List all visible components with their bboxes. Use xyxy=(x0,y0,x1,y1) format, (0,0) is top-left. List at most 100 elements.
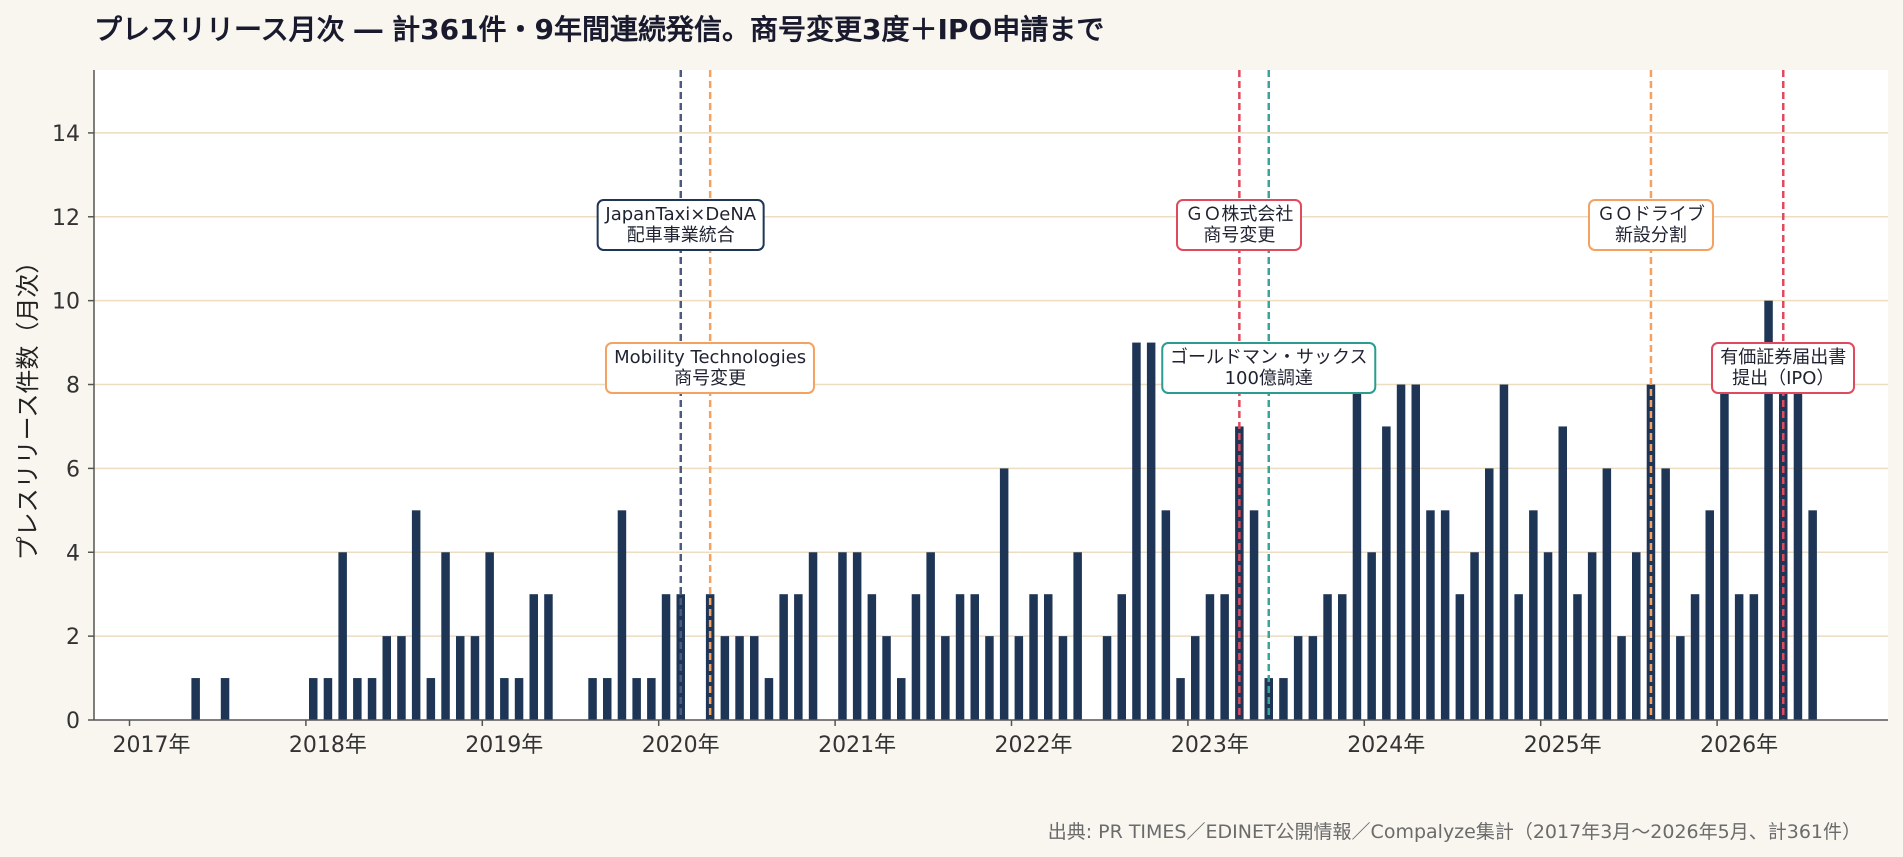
bar xyxy=(1514,594,1523,720)
bar xyxy=(1249,510,1259,720)
bar xyxy=(1146,342,1156,720)
bar xyxy=(1220,594,1229,720)
y-tick-label: 10 xyxy=(52,290,80,315)
bar xyxy=(808,552,818,720)
bar xyxy=(1705,510,1714,720)
bar xyxy=(367,678,377,720)
bar xyxy=(1558,426,1567,720)
bar xyxy=(720,636,730,720)
bar xyxy=(397,636,406,720)
bar xyxy=(529,594,538,720)
bar xyxy=(588,678,597,720)
bar xyxy=(1617,636,1626,720)
bar xyxy=(1073,552,1082,720)
event-annotation: 有価証券届出書 提出（IPO） xyxy=(1711,341,1856,394)
bar xyxy=(1308,636,1318,720)
bar xyxy=(1485,468,1494,720)
y-tick-label: 0 xyxy=(66,709,80,734)
event-annotation-line: 提出（IPO） xyxy=(1732,367,1835,389)
event-annotation-line: 有価証券届出書 xyxy=(1720,346,1847,368)
bar xyxy=(1293,636,1303,720)
bar xyxy=(1279,678,1288,720)
bar xyxy=(1529,510,1538,720)
event-annotation-line: ゴールドマン・サックス xyxy=(1170,346,1368,368)
bar xyxy=(1102,636,1112,720)
event-annotation-line: ＧＯ株式会社 xyxy=(1185,204,1294,226)
bar xyxy=(411,510,421,720)
bar xyxy=(485,552,494,720)
bar xyxy=(220,678,230,720)
event-annotation-line: 100億調達 xyxy=(1224,367,1313,389)
bar xyxy=(1029,594,1038,720)
y-tick-label: 4 xyxy=(66,541,80,566)
x-tick-label: 2020年 xyxy=(642,733,720,758)
event-annotation-line: 商号変更 xyxy=(1203,225,1276,247)
bar xyxy=(1352,342,1362,720)
bar xyxy=(661,594,671,720)
bar xyxy=(1779,384,1788,720)
bar xyxy=(926,552,935,720)
bar xyxy=(1690,594,1700,720)
bar xyxy=(1793,384,1803,720)
chart-title: プレスリリース月次 ― 計361件・9年間連続発信。商号変更3度＋IPO申請まで xyxy=(94,13,1105,46)
bar xyxy=(1058,636,1068,720)
bar xyxy=(794,594,803,720)
bar xyxy=(1176,678,1185,720)
y-tick-label: 2 xyxy=(66,625,80,650)
x-tick-label: 2022年 xyxy=(995,733,1073,758)
bar xyxy=(897,678,906,720)
x-tick-label: 2024年 xyxy=(1347,733,1425,758)
bar xyxy=(1205,594,1215,720)
bar xyxy=(867,594,877,720)
bar xyxy=(1235,426,1244,720)
bar xyxy=(1426,510,1435,720)
x-tick-label: 2021年 xyxy=(818,733,896,758)
x-tick-label: 2026年 xyxy=(1700,733,1778,758)
bar xyxy=(1161,510,1171,720)
bar xyxy=(1440,510,1450,720)
bar xyxy=(1764,300,1773,720)
bar xyxy=(1543,552,1553,720)
bar xyxy=(309,678,318,720)
bar xyxy=(764,678,774,720)
event-annotation: ＧＯ株式会社 商号変更 xyxy=(1176,199,1303,252)
bar xyxy=(1411,384,1420,720)
bar xyxy=(750,636,759,720)
bar xyxy=(647,678,656,720)
bar xyxy=(852,552,862,720)
y-tick-label: 8 xyxy=(66,374,80,399)
bar xyxy=(514,678,524,720)
x-tick-label: 2025年 xyxy=(1524,733,1602,758)
bar xyxy=(1396,384,1406,720)
event-annotation-line: 新設分割 xyxy=(1614,225,1687,247)
y-tick-label: 12 xyxy=(52,206,80,231)
bar xyxy=(191,678,200,720)
y-axis-label: プレスリリース件数（月次） xyxy=(14,250,42,561)
bar xyxy=(441,552,450,720)
axes: 0 2 4 6 8 10 12 14 2017年 2018年 2019年 2020年 2021年 2022… xyxy=(52,70,1888,758)
bar xyxy=(1661,468,1670,720)
event-annotation: ゴールドマン・サックス 100億調達 xyxy=(1161,341,1377,394)
bar xyxy=(1338,594,1347,720)
bar xyxy=(470,636,480,720)
bar xyxy=(985,636,994,720)
bar xyxy=(1014,636,1024,720)
bar xyxy=(338,552,347,720)
y-tick-label: 14 xyxy=(52,122,80,147)
event-annotation-line: 配車事業統合 xyxy=(626,225,735,247)
bar xyxy=(941,636,950,720)
bar xyxy=(632,678,641,720)
bar xyxy=(544,594,553,720)
bar xyxy=(1455,594,1465,720)
bar xyxy=(603,678,612,720)
bar xyxy=(1367,552,1376,720)
bar xyxy=(617,510,627,720)
bar xyxy=(955,594,965,720)
event-annotation-line: JapanTaxi×DeNA xyxy=(605,204,757,226)
bar xyxy=(1044,594,1053,720)
bar xyxy=(1632,552,1641,720)
bar xyxy=(456,636,465,720)
bar xyxy=(323,678,333,720)
x-tick-label: 2018年 xyxy=(289,733,367,758)
